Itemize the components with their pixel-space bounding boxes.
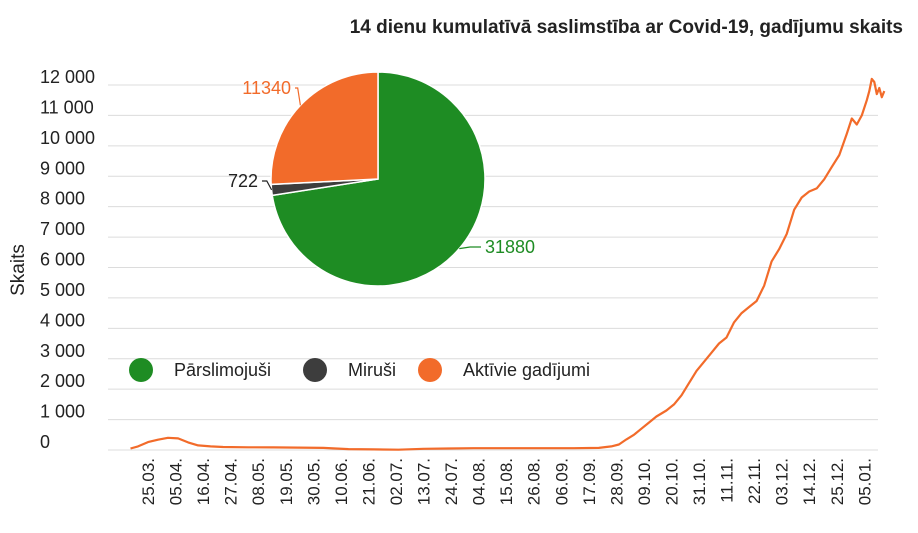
y-tick-label: 4 000: [40, 310, 85, 330]
y-tick-label: 10 000: [40, 128, 95, 148]
y-tick-label: 6 000: [40, 250, 85, 270]
pie-data-label: 722: [228, 171, 258, 191]
x-tick-label: 28.09.: [607, 458, 626, 505]
x-tick-label: 06.09.: [552, 458, 571, 505]
y-axis-ticks: 0 1 000 2 000 3 000 4 000 5 000 6 000 7 000 8 00…: [40, 67, 95, 452]
x-tick-label: 02.07.: [387, 458, 406, 505]
y-tick-label: 1 000: [40, 402, 85, 422]
x-tick-label: 30.05.: [304, 458, 323, 505]
y-tick-label: 11 000: [40, 97, 94, 117]
legend-label: Aktīvie gadījumi: [463, 360, 590, 380]
pie-data-label: 11340: [242, 78, 291, 98]
x-tick-label: 10.06.: [332, 458, 351, 505]
pie-data-label: 31880: [485, 237, 535, 257]
x-tick-label: 31.10.: [690, 458, 709, 505]
x-tick-label: 26.08.: [525, 458, 544, 505]
pie-leader-line: [262, 180, 273, 191]
pie-slice: [270, 71, 379, 186]
x-tick-label: 20.10.: [662, 458, 681, 505]
legend-label: Pārslimojuši: [174, 360, 271, 380]
legend-swatch: [418, 358, 442, 382]
chart-title: 14 dienu kumulatīvā saslimstība ar Covid…: [350, 17, 903, 38]
x-tick-label: 05.04.: [167, 458, 186, 505]
x-tick-label: 04.08.: [470, 458, 489, 505]
x-tick-label: 13.07.: [415, 458, 434, 505]
legend: Pārslimojuši Miruši Aktīvie gadījumi: [129, 358, 590, 382]
grid-lines: [108, 84, 878, 451]
pie-leader-line: [295, 87, 301, 106]
x-tick-label: 24.07.: [442, 458, 461, 505]
pie-chart: 31880 722 11340: [228, 71, 535, 287]
x-tick-label: 11.11.: [718, 458, 737, 503]
y-tick-label: 2 000: [40, 371, 85, 391]
y-tick-label: 7 000: [40, 219, 85, 239]
y-axis-label: Skaits: [8, 244, 29, 296]
x-axis-ticks: 25.03. 05.04. 16.04. 27.04. 08.05. 19.05. 30.0…: [139, 458, 874, 505]
y-tick-label: 3 000: [40, 341, 85, 361]
x-tick-label: 05.01.: [855, 458, 874, 505]
x-tick-label: 03.12.: [773, 458, 792, 505]
x-tick-label: 25.03.: [139, 458, 158, 505]
x-tick-label: 15.08.: [497, 458, 516, 505]
y-tick-label: 9 000: [40, 158, 85, 178]
x-tick-label: 27.04.: [222, 458, 241, 505]
legend-swatch: [129, 358, 153, 382]
x-tick-label: 17.09.: [580, 458, 599, 505]
legend-label: Miruši: [348, 360, 396, 380]
x-tick-label: 14.12.: [800, 458, 819, 505]
y-tick-label: 12 000: [40, 67, 95, 87]
y-tick-label: 8 000: [40, 189, 85, 209]
x-tick-label: 19.05.: [277, 458, 296, 505]
x-tick-label: 16.04.: [194, 458, 213, 505]
x-tick-label: 21.06.: [359, 458, 378, 505]
y-tick-label: 5 000: [40, 280, 85, 300]
pie-leader-line: [459, 246, 481, 250]
legend-swatch: [303, 358, 327, 382]
x-tick-label: 22.11.: [745, 458, 764, 504]
x-tick-label: 08.05.: [249, 458, 268, 505]
y-tick-label: 0: [40, 432, 50, 452]
x-tick-label: 09.10.: [635, 458, 654, 505]
active-cases-line: [130, 77, 886, 451]
x-tick-label: 25.12.: [828, 458, 847, 505]
